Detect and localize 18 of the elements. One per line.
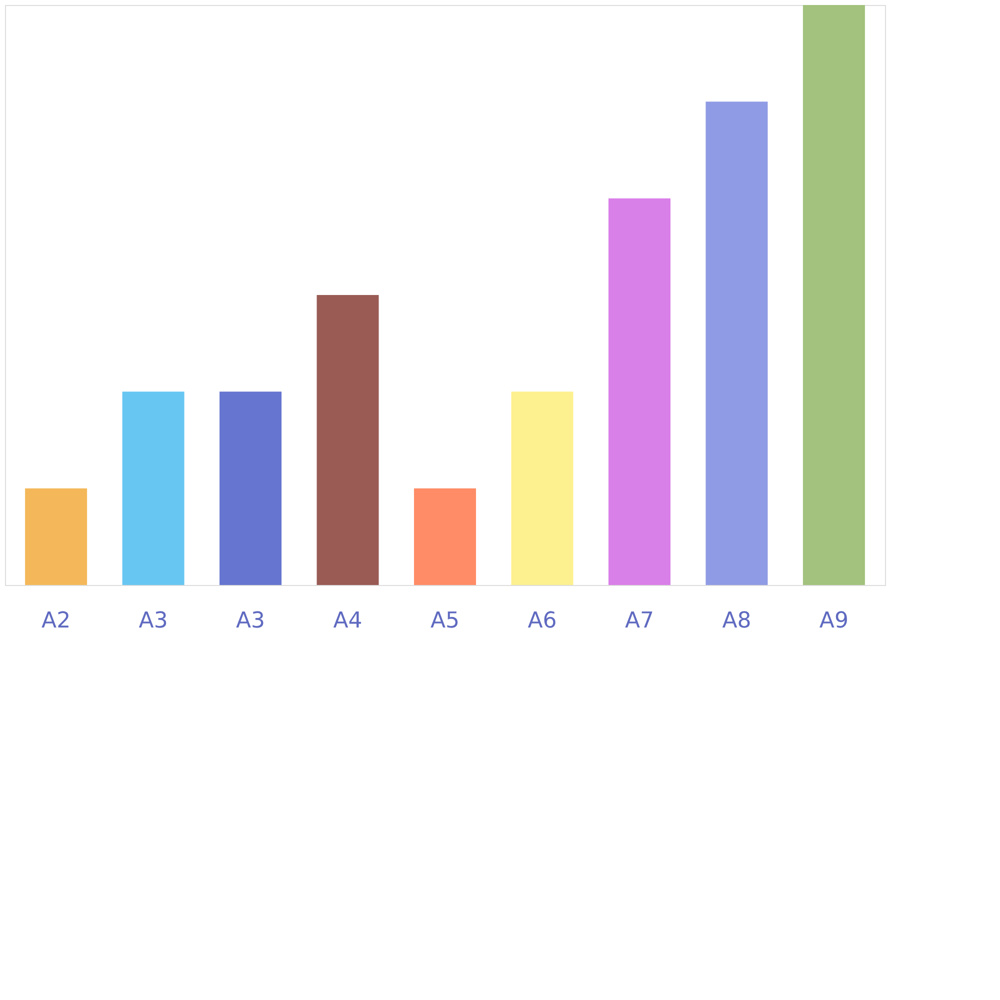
bar [608,198,670,585]
bar [122,392,184,585]
bar [511,392,574,585]
x-tick-label: A3 [138,608,168,634]
bar [802,5,865,585]
bar [706,102,768,585]
bar [414,488,476,585]
x-tick-label: A6 [528,608,557,634]
x-tick-label: A8 [722,608,752,634]
x-tick-label: A9 [819,608,848,634]
x-tick-label: A2 [42,608,71,634]
bar [316,295,379,585]
x-tick-label: A7 [624,608,654,634]
bar [25,488,88,585]
x-tick-label: A4 [333,608,362,634]
x-tick-label: A3 [236,608,266,634]
bar [220,392,282,585]
x-tick-label: A5 [430,608,460,634]
